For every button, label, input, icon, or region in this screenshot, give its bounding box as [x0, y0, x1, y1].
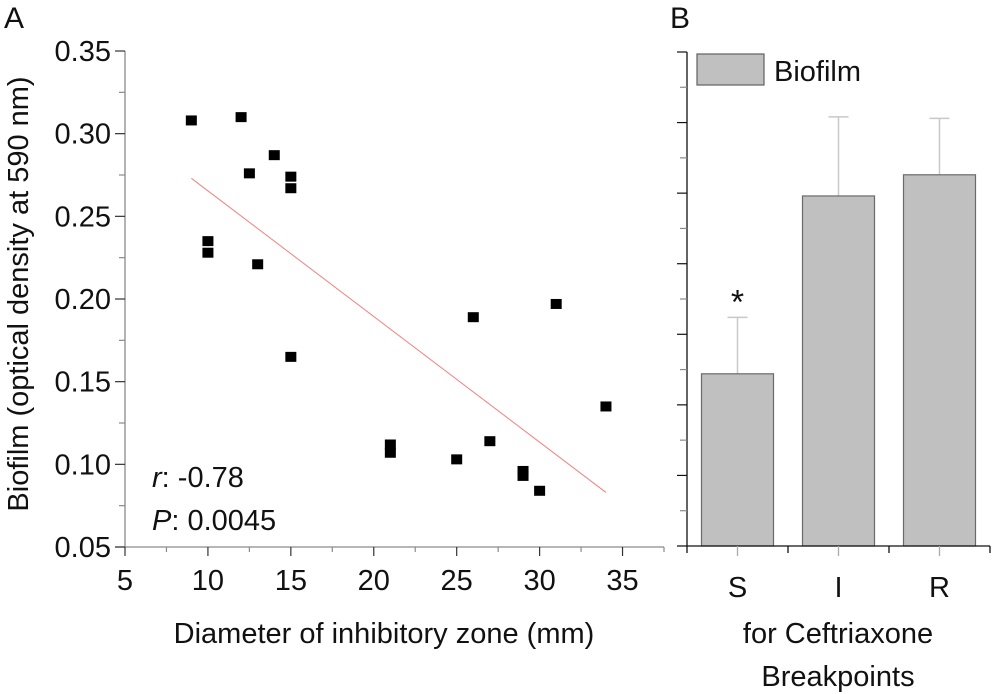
scatter-point [517, 470, 529, 481]
p-symbol: P [152, 505, 172, 537]
category-label-r: R [929, 572, 950, 604]
scatter-point [384, 447, 396, 458]
bar-r [902, 174, 977, 547]
x-tick-label: 30 [523, 565, 555, 597]
scatter-point [252, 259, 264, 270]
scatter-point [285, 183, 297, 194]
y-tick-label: 0.15 [55, 367, 111, 399]
regression-line [191, 177, 607, 493]
y-tick-label: 0.30 [55, 119, 111, 151]
scatter-point [268, 150, 280, 161]
scatter-point [285, 351, 297, 362]
correlation-annotation: r: -0.78 [152, 462, 244, 494]
legend-swatch [696, 53, 765, 86]
y-tick-label: 0.25 [55, 201, 111, 233]
x-axis-title: Diameter of inhibitory zone (mm) [174, 618, 595, 650]
y-axis-title: Biofilm (optical density at 590 nm) [3, 76, 35, 511]
legend-label: Biofilm [774, 56, 861, 88]
y-tick-label: 0.10 [55, 449, 111, 481]
scatter-point [243, 168, 255, 179]
x-tick-label: 35 [606, 565, 638, 597]
scatter-point [534, 485, 546, 496]
significance-markers: * [731, 283, 744, 321]
category-label-i: I [834, 572, 842, 604]
r-symbol: r [152, 462, 163, 494]
bars [700, 116, 977, 547]
x-axis-title-line-2: Breakpoints [761, 661, 914, 693]
x-tick-label: 5 [117, 565, 133, 597]
scatter-point [235, 112, 247, 123]
y-tick-label: 0.20 [55, 284, 111, 316]
panel-b-bar: S I R * Biofilm for Ceftriaxone Breakpoint… [677, 51, 991, 693]
x-tick-label: 25 [441, 565, 473, 597]
scatter-point [550, 298, 562, 309]
panel-a-scatter: 0.05 0.10 0.15 0.20 0.25 0.30 0.35 5 10 15 20 25 30… [3, 36, 665, 650]
panel-label-b: B [670, 2, 690, 35]
panel-label-a: A [4, 2, 24, 35]
panel-a-y-tick-labels: 0.05 0.10 0.15 0.20 0.25 0.30 0.35 [55, 36, 111, 564]
scatter-point [202, 247, 214, 258]
x-axis-title-line-1: for Ceftriaxone [743, 618, 933, 650]
r-value: : -0.78 [162, 462, 244, 494]
panel-b-axes [677, 51, 991, 556]
p-value-annotation: P: 0.0045 [152, 505, 276, 537]
scatter-point [384, 439, 396, 450]
significance-asterisk: * [731, 283, 744, 321]
panel-a-x-tick-labels: 5 10 15 20 25 30 35 [117, 565, 639, 597]
scatter-point [185, 115, 197, 126]
scatter-point [285, 171, 297, 182]
y-tick-label: 0.35 [55, 36, 111, 68]
scatter-point [202, 236, 214, 247]
x-tick-label: 20 [358, 565, 390, 597]
y-tick-label: 0.05 [55, 532, 111, 564]
bar-s [700, 373, 775, 547]
scatter-points [185, 112, 612, 496]
bar-i [801, 195, 876, 547]
x-tick-label: 10 [192, 565, 224, 597]
x-tick-label: 15 [275, 565, 307, 597]
category-label-s: S [728, 572, 747, 604]
panel-a-axes [115, 50, 665, 556]
scatter-point [451, 454, 463, 465]
scatter-point [600, 401, 612, 412]
scatter-point [484, 436, 496, 447]
p-value: : 0.0045 [171, 505, 276, 537]
scatter-point [467, 312, 479, 323]
